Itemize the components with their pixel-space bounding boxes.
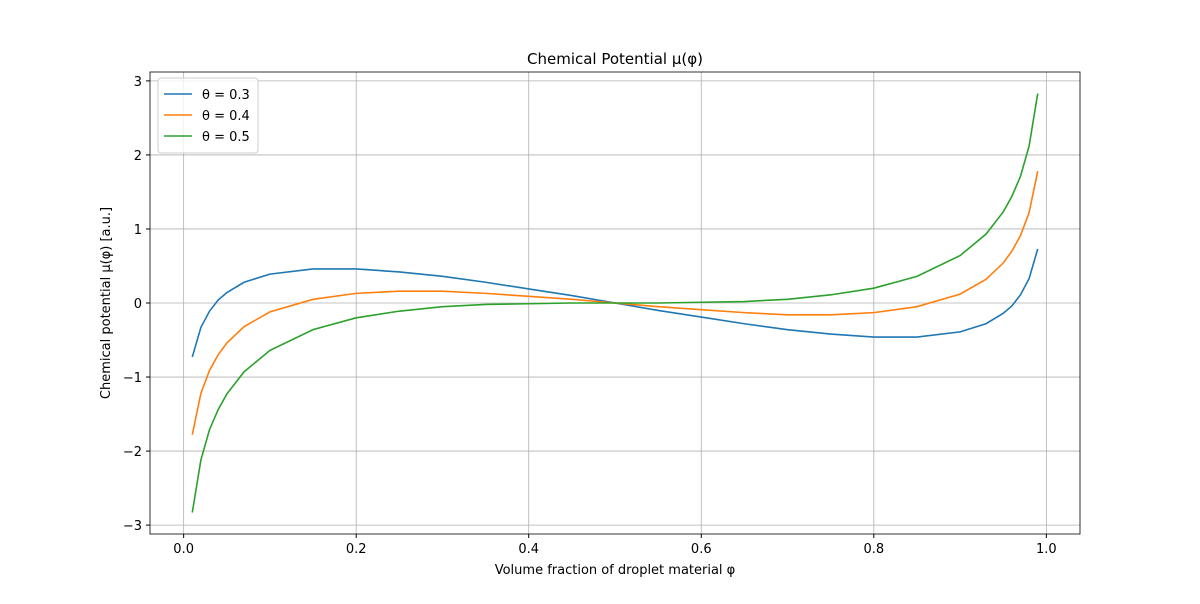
y-tick-label: −2: [123, 445, 142, 460]
y-tick-label: −1: [123, 371, 142, 386]
x-axis-label: Volume fraction of droplet material φ: [495, 563, 736, 578]
y-tick-label: 0: [134, 297, 142, 312]
legend-label: θ = 0.4: [202, 109, 250, 124]
x-tick-label: 0.2: [346, 542, 367, 557]
x-tick-label: 0.0: [173, 542, 194, 557]
y-axis-label: Chemical potential μ(φ) [a.u.]: [99, 207, 114, 399]
legend: θ = 0.3 θ = 0.4 θ = 0.5: [157, 77, 259, 154]
y-tick-label: 1: [134, 223, 142, 238]
legend-label: θ = 0.5: [202, 130, 250, 145]
line-series: [191, 93, 1039, 513]
x-tick-label: 0.6: [691, 542, 712, 557]
x-tick-label: 0.8: [863, 542, 884, 557]
y-tick-label: 3: [134, 75, 142, 90]
legend-box: [157, 77, 259, 154]
y-tick-label: −3: [123, 519, 142, 534]
chart-title: Chemical Potential μ(φ): [527, 50, 703, 68]
x-tick-label: 1.0: [1036, 542, 1057, 557]
plot-frame: [149, 71, 1081, 535]
y-tick-label: 2: [134, 149, 142, 164]
legend-label: θ = 0.3: [202, 88, 250, 103]
x-tick-label: 0.4: [518, 542, 539, 557]
